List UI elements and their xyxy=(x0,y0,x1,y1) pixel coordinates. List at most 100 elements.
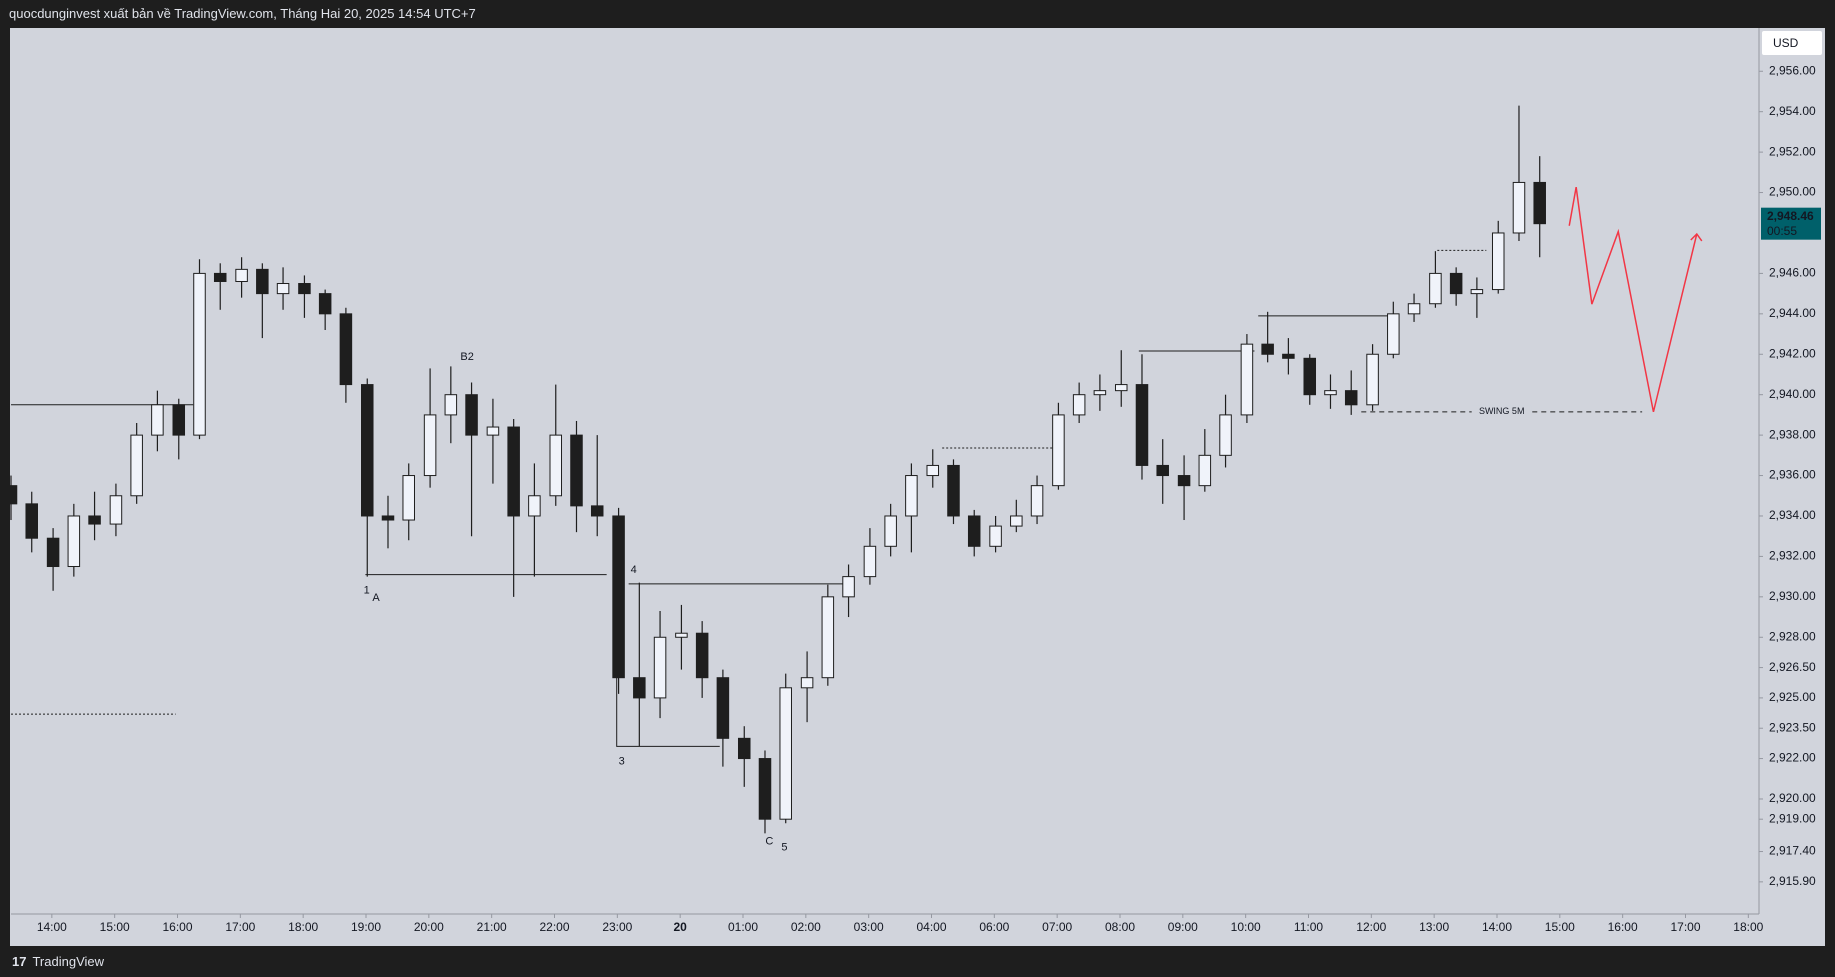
y-tick-label: 2,932.00 xyxy=(1769,549,1816,563)
candle-body xyxy=(821,596,835,679)
candle-body xyxy=(590,505,604,517)
candle-body xyxy=(842,576,855,598)
candle-body xyxy=(1429,272,1442,305)
x-tick-label: 16:00 xyxy=(1608,920,1638,934)
x-tick-label: 15:00 xyxy=(100,920,130,934)
candle-body xyxy=(298,283,311,295)
candle-body xyxy=(109,495,123,525)
candle-body xyxy=(653,636,667,699)
candle-body xyxy=(716,677,730,739)
candle-body xyxy=(130,434,143,497)
x-tick-label: 03:00 xyxy=(854,920,884,934)
last-price-countdown: 00:55 xyxy=(1767,224,1797,238)
candle-body xyxy=(46,537,60,568)
wave-label: B2 xyxy=(460,351,473,363)
candle-body xyxy=(193,272,206,436)
wave-label: 4 xyxy=(631,564,637,576)
candle-body xyxy=(528,495,541,517)
candle-body xyxy=(779,687,792,820)
candle-body xyxy=(486,426,500,436)
x-tick-label: 20 xyxy=(673,920,687,934)
x-tick-label: 01:00 xyxy=(728,920,758,934)
x-tick-label: 23:00 xyxy=(602,920,632,934)
candle-body xyxy=(465,394,478,436)
wave-label: 5 xyxy=(781,841,787,853)
candle-body xyxy=(88,515,101,525)
candle-body xyxy=(318,293,332,315)
candle-body xyxy=(675,632,688,638)
x-tick-label: 18:00 xyxy=(288,920,318,934)
candle-body xyxy=(1177,475,1191,487)
candle-body xyxy=(4,485,18,505)
y-tick-label: 2,915.90 xyxy=(1769,874,1816,888)
candle-body xyxy=(151,404,164,436)
y-tick-label: 2,925.00 xyxy=(1769,690,1816,704)
x-tick-label: 07:00 xyxy=(1042,920,1072,934)
candle-body xyxy=(800,677,814,689)
x-tick-label: 04:00 xyxy=(916,920,946,934)
projection-arrowhead xyxy=(1690,232,1703,242)
candle-body xyxy=(1387,313,1400,355)
y-tick-label: 2,952.00 xyxy=(1769,144,1816,158)
y-tick-label: 2,950.00 xyxy=(1769,185,1816,199)
x-tick-label: 17:00 xyxy=(1670,920,1700,934)
y-tick-label: 2,936.00 xyxy=(1769,468,1816,482)
y-tick-label: 2,920.00 xyxy=(1769,791,1816,805)
candle-body xyxy=(1449,272,1463,295)
wave-label: 1 xyxy=(364,585,370,597)
x-tick-label: 14:00 xyxy=(37,920,67,934)
x-tick-label: 02:00 xyxy=(791,920,821,934)
candle-body xyxy=(444,394,458,416)
y-tick-label: 2,919.00 xyxy=(1769,811,1816,825)
last-price-label: 2,948.46 xyxy=(1767,209,1814,223)
x-tick-label: 08:00 xyxy=(1105,920,1135,934)
candle-body xyxy=(1114,384,1128,392)
candle-body xyxy=(1072,394,1086,416)
candle-body xyxy=(1344,390,1358,406)
candle-body xyxy=(549,434,563,497)
x-tick-label: 22:00 xyxy=(539,920,569,934)
x-tick-label: 12:00 xyxy=(1356,920,1386,934)
candle-body xyxy=(381,515,395,521)
x-tick-label: 14:00 xyxy=(1482,920,1512,934)
candle-body xyxy=(1407,303,1421,315)
y-tick-label: 2,930.00 xyxy=(1769,589,1816,603)
candle-body xyxy=(1366,353,1379,406)
candle-body xyxy=(1491,232,1505,291)
brand: TradingView xyxy=(32,954,105,969)
chart: USD 2,956.00 2,954.00 2,952.00 2,950.00 2,94… xyxy=(4,28,1825,946)
x-tick-label: 11:00 xyxy=(1294,920,1323,934)
candle-body xyxy=(1261,343,1274,355)
candle-body xyxy=(172,404,186,436)
candle-body xyxy=(1303,357,1317,396)
candle-body xyxy=(695,632,709,679)
candle-body xyxy=(737,737,751,760)
candle-body xyxy=(339,313,353,386)
projection-line xyxy=(1568,186,1698,413)
candle-body xyxy=(967,515,981,547)
candle-body xyxy=(612,515,625,679)
candle-body xyxy=(507,426,520,517)
candle-body xyxy=(1324,390,1337,396)
currency-box[interactable] xyxy=(1762,31,1822,55)
y-tick-label: 2,938.00 xyxy=(1769,427,1816,441)
candle-body xyxy=(884,515,897,547)
x-tick-label: 10:00 xyxy=(1231,920,1261,934)
candle-body xyxy=(1010,515,1023,527)
y-tick-label: 2,944.00 xyxy=(1769,306,1816,320)
candle-body xyxy=(570,434,583,507)
y-tick-label: 2,934.00 xyxy=(1769,508,1816,522)
wave-label: C xyxy=(765,835,773,847)
y-tick-label: 2,942.00 xyxy=(1769,346,1816,360)
candle-body xyxy=(905,475,918,517)
wave-label: A xyxy=(372,592,380,604)
x-tick-label: 18:00 xyxy=(1733,920,1763,934)
y-tick-label: 2,923.50 xyxy=(1769,720,1816,734)
candle-body xyxy=(1470,289,1484,295)
candle-body xyxy=(67,515,81,568)
candle-body xyxy=(25,503,38,539)
y-tick-label: 2,926.50 xyxy=(1769,660,1816,674)
x-tick-label: 17:00 xyxy=(225,920,255,934)
footer: 17 TradingView xyxy=(0,946,1835,977)
candle-body xyxy=(213,272,227,282)
